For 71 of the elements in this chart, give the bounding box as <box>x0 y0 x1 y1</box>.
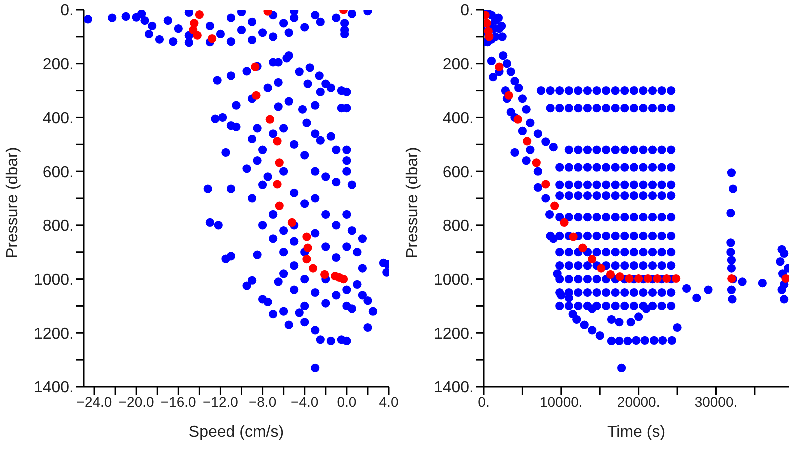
y-tick-label: 800. <box>42 218 74 236</box>
point <box>302 232 312 242</box>
x-tick-label: −16.0 <box>160 394 197 410</box>
y-tick-label: 800. <box>442 218 474 236</box>
point <box>578 244 588 252</box>
y-tick-label: 0. <box>460 2 474 20</box>
point <box>275 202 284 210</box>
point <box>252 91 261 100</box>
x-tick-label: 0.0 <box>337 394 357 410</box>
y-tick-label: 1200. <box>434 326 474 343</box>
point <box>616 272 624 282</box>
y-tick-label: 400. <box>442 110 474 128</box>
y-tick-label: 0. <box>60 2 74 20</box>
point <box>288 218 297 228</box>
point <box>597 264 606 273</box>
point <box>606 270 616 280</box>
point <box>672 274 681 284</box>
point <box>320 270 330 280</box>
point <box>302 255 312 264</box>
y-tick-label: 1200. <box>34 326 74 343</box>
x-tick-label: −8.0 <box>248 394 277 410</box>
y-tick-label: 200. <box>442 56 474 74</box>
point <box>484 19 492 28</box>
point <box>504 91 514 100</box>
point <box>193 31 202 40</box>
point <box>644 274 652 284</box>
y-tick-label: 200. <box>42 56 74 74</box>
y-tick-label: 600. <box>42 164 74 182</box>
y-axis-title: Pressure (dbar) <box>404 147 422 258</box>
x-axis-title: Speed (cm/s) <box>188 424 284 441</box>
point <box>195 10 204 20</box>
point <box>782 274 789 284</box>
y-tick-label: 600. <box>442 164 474 182</box>
x-tick-label: −24.0 <box>76 394 112 410</box>
y-tick-label: 1400. <box>434 380 474 397</box>
x-tick-label: −20.0 <box>118 394 155 410</box>
point <box>625 274 634 284</box>
point <box>273 180 282 189</box>
x-axis-title: Time (s) <box>607 424 666 441</box>
y-tick-label: 1400. <box>34 380 74 397</box>
y-axis-title: Pressure (dbar) <box>4 147 22 258</box>
point <box>308 264 318 273</box>
point <box>588 255 597 264</box>
point <box>495 62 504 72</box>
y-tick-label: 400. <box>42 110 74 128</box>
x-tick-label: 10000. <box>540 394 583 410</box>
point <box>550 202 560 210</box>
point <box>304 244 312 252</box>
point <box>485 32 494 42</box>
point <box>266 115 274 124</box>
x-tick-label: −12.0 <box>203 394 239 410</box>
point <box>273 137 282 146</box>
y-tick-label: 1000. <box>434 272 474 289</box>
point <box>542 180 550 189</box>
y-tick-label: 1000. <box>34 272 74 289</box>
point <box>514 115 522 124</box>
point <box>560 218 569 228</box>
point <box>532 158 541 168</box>
point <box>662 274 672 284</box>
point <box>208 34 217 44</box>
x-tick-label: 30000. <box>694 394 738 410</box>
point <box>634 274 644 284</box>
point <box>339 274 348 284</box>
x-tick-label: −4.0 <box>291 394 319 410</box>
point <box>653 274 662 284</box>
x-tick-label: 4.0 <box>379 394 399 410</box>
x-tick-label: 0. <box>478 394 490 410</box>
point <box>523 137 532 146</box>
x-tick-label: 20000. <box>617 394 660 410</box>
point <box>275 158 284 168</box>
point <box>569 232 578 242</box>
